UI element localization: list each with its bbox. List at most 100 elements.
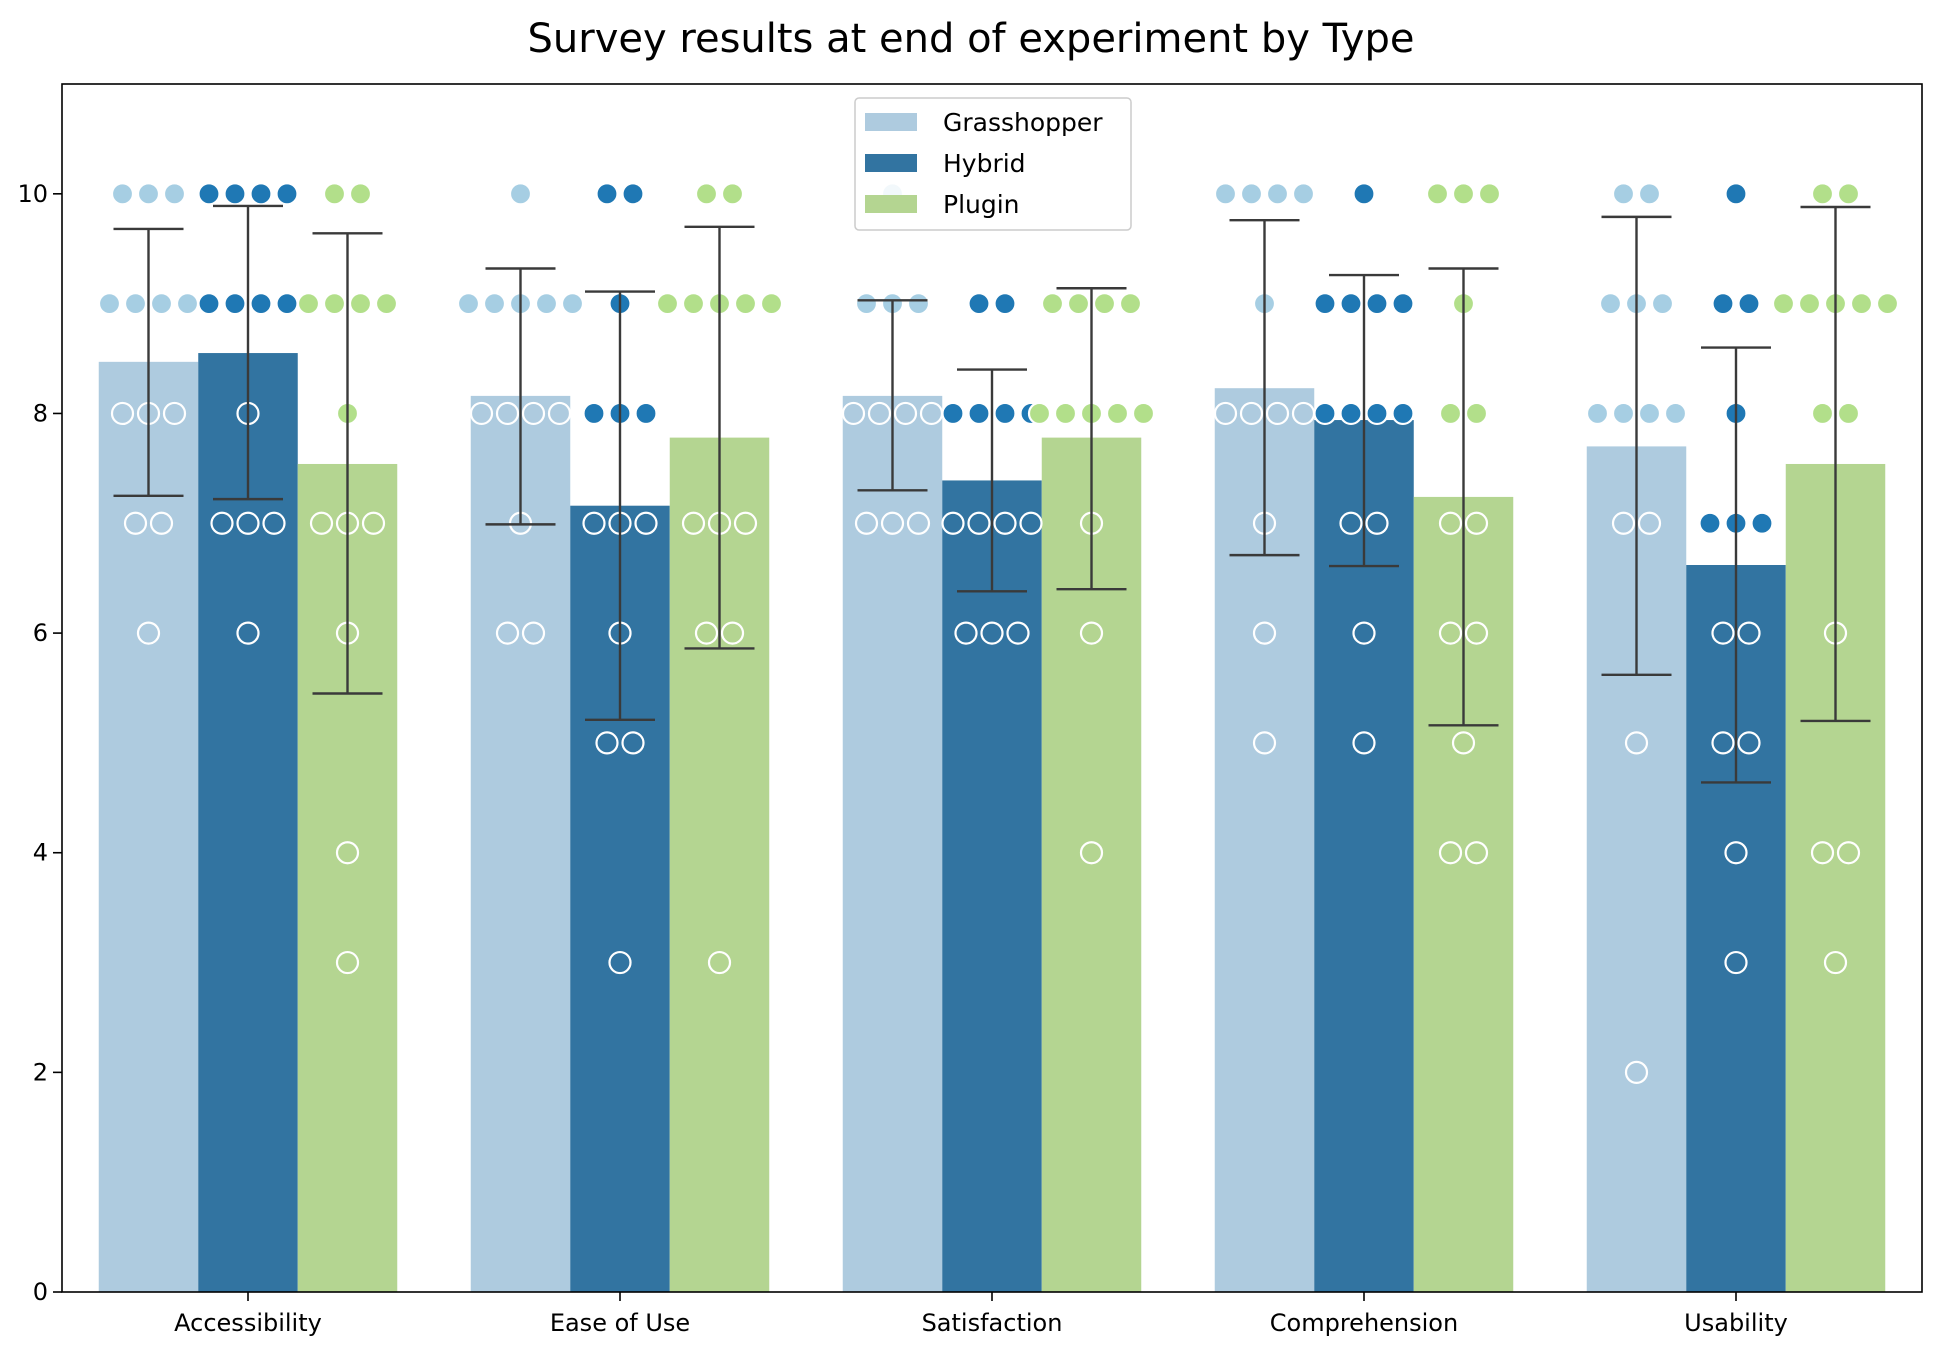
- error-bar: [1601, 215, 1672, 677]
- x-tick-label: Ease of Use: [550, 1309, 690, 1337]
- data-point: [733, 511, 758, 535]
- data-point: [967, 401, 991, 426]
- data-point: [275, 182, 299, 206]
- data-point: [469, 401, 494, 426]
- data-point: [1040, 292, 1065, 316]
- data-point: [1724, 841, 1748, 865]
- data-point: [1066, 292, 1091, 316]
- bars: [98, 353, 1886, 1293]
- data-point: [197, 182, 221, 206]
- data-point: [681, 511, 706, 535]
- data-point: [993, 401, 1017, 426]
- data-point: [1451, 182, 1476, 206]
- legend-swatch-hybrid: [865, 154, 917, 172]
- legend-swatch-plugin: [865, 195, 917, 213]
- data-point: [223, 292, 247, 316]
- data-point: [694, 621, 719, 645]
- data-point: [1836, 841, 1861, 865]
- legend-label-grasshopper: Grasshopper: [943, 108, 1103, 137]
- data-point: [993, 511, 1017, 535]
- data-point: [595, 731, 619, 755]
- error-bar: [1056, 287, 1127, 591]
- y-tick-label: 4: [33, 839, 48, 867]
- data-point: [149, 511, 174, 535]
- data-point: [1810, 401, 1835, 426]
- data-point: [707, 950, 732, 975]
- data-point: [149, 292, 174, 316]
- data-point: [1637, 182, 1662, 206]
- data-point: [1313, 401, 1337, 426]
- data-point: [1663, 401, 1688, 426]
- chart-title: Survey results at end of experiment by T…: [528, 16, 1415, 62]
- data-point: [733, 292, 758, 316]
- data-point: [867, 401, 892, 426]
- data-point: [1365, 511, 1389, 535]
- data-point: [980, 621, 1004, 645]
- data-point: [1438, 511, 1463, 535]
- data-point: [608, 950, 632, 975]
- data-point: [1464, 511, 1489, 535]
- data-point: [1875, 292, 1900, 316]
- data-point: [954, 621, 978, 645]
- data-point: [1810, 841, 1835, 865]
- data-point: [1637, 511, 1662, 535]
- data-point: [162, 182, 187, 206]
- data-point: [123, 292, 148, 316]
- x-tick-label: Satisfaction: [922, 1309, 1063, 1337]
- data-point: [249, 182, 273, 206]
- data-point: [1611, 182, 1636, 206]
- data-point: [560, 292, 585, 316]
- data-point: [1598, 292, 1623, 316]
- x-tick-label: Accessibility: [174, 1309, 322, 1337]
- data-point: [1585, 401, 1610, 426]
- data-point: [1849, 292, 1874, 316]
- data-point: [1352, 731, 1376, 755]
- data-point: [1464, 621, 1489, 645]
- data-point: [162, 401, 187, 426]
- error-bar: [113, 227, 184, 498]
- error-bar: [1800, 205, 1871, 723]
- y-tick-label: 8: [33, 399, 48, 427]
- x-tick-label: Usability: [1684, 1309, 1788, 1337]
- data-point: [993, 292, 1017, 316]
- data-point: [262, 511, 286, 535]
- data-point: [249, 292, 273, 316]
- data-point: [621, 182, 645, 206]
- bar-hybrid-accessibility: [198, 353, 298, 1292]
- data-point: [275, 292, 299, 316]
- data-point: [854, 292, 879, 316]
- data-point: [1797, 292, 1822, 316]
- data-point: [582, 401, 606, 426]
- data-point: [1724, 182, 1748, 206]
- error-bar: [485, 267, 556, 526]
- data-point: [1823, 950, 1848, 975]
- data-point: [1391, 292, 1415, 316]
- data-point: [361, 511, 386, 535]
- error-bar: [1229, 218, 1300, 557]
- data-point: [521, 401, 546, 426]
- data-point: [1836, 401, 1861, 426]
- x-tick-label: Comprehension: [1270, 1309, 1458, 1337]
- data-point: [841, 401, 866, 426]
- bar-grasshopper-accessibility: [98, 361, 199, 1293]
- y-tick-label: 2: [33, 1058, 48, 1086]
- data-point: [495, 621, 520, 645]
- legend-label-plugin: Plugin: [943, 190, 1020, 219]
- data-point: [236, 511, 260, 535]
- data-point: [374, 292, 399, 316]
- data-point: [1365, 292, 1389, 316]
- data-point: [1352, 182, 1376, 206]
- error-bar: [957, 368, 1027, 593]
- data-point: [582, 511, 606, 535]
- data-point: [1611, 511, 1636, 535]
- data-point: [197, 292, 221, 316]
- data-point: [1438, 621, 1463, 645]
- data-point: [136, 182, 161, 206]
- data-point: [1105, 401, 1130, 426]
- data-point: [893, 401, 918, 426]
- data-point: [1053, 401, 1078, 426]
- bar-grasshopper-satisfaction: [842, 395, 943, 1292]
- data-point: [1391, 401, 1415, 426]
- data-point: [906, 292, 931, 316]
- data-point: [110, 182, 135, 206]
